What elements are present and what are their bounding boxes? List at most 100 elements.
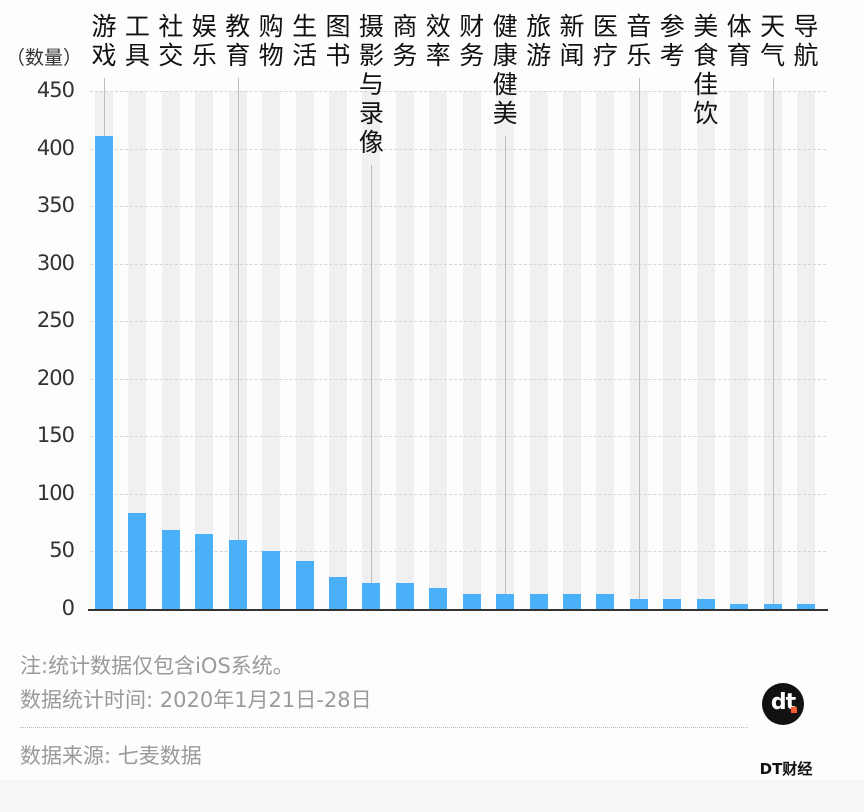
column-background: [563, 91, 582, 609]
column-background: [797, 91, 816, 609]
y-tick-label: 50: [49, 538, 75, 563]
gridline: [90, 148, 826, 150]
logo-mark: dt: [770, 690, 796, 715]
x-axis-baseline: [88, 609, 828, 611]
logo-accent-dot: [791, 707, 797, 713]
bar-商务: [395, 582, 414, 609]
column-background: [295, 91, 314, 609]
category-label: 参考: [659, 12, 685, 70]
y-tick-label: 350: [36, 193, 75, 218]
bar-工具: [128, 513, 147, 609]
y-tick-label: 0: [61, 596, 75, 620]
bar-天气: [763, 604, 782, 609]
bar-美食佳饮: [696, 598, 715, 609]
logo-name: DT财经: [759, 760, 813, 778]
category-label: 图书: [325, 12, 351, 70]
bar-新闻: [563, 594, 582, 609]
column-background: [462, 91, 481, 609]
column-background: [329, 91, 347, 609]
category-label: 商务: [392, 12, 418, 70]
bar-参考: [663, 598, 682, 609]
category-label: 财务: [459, 12, 485, 70]
bar-音乐: [629, 598, 648, 609]
category-label: 效率: [425, 12, 451, 70]
category-label: 体育: [726, 12, 752, 70]
bar-社交: [161, 529, 180, 609]
gridline: [90, 91, 826, 92]
category-label: 工具: [124, 12, 150, 70]
y-axis-unit-label: （数量）: [6, 47, 83, 69]
column-background: [395, 91, 414, 609]
label-leader-line: [773, 78, 774, 605]
footer-period: 数据统计时间: 2020年1月21日-28日: [20, 688, 372, 712]
bar-财务: [462, 594, 481, 609]
category-label: 健康健美: [492, 12, 518, 128]
category-label: 新闻: [559, 12, 585, 70]
bar-导航: [797, 604, 816, 609]
category-label: 天气: [760, 12, 786, 70]
bar-图书: [329, 576, 347, 609]
gridline: [90, 321, 826, 323]
column-background: [663, 91, 682, 609]
column-background: [161, 91, 180, 609]
category-label: 游戏: [91, 12, 117, 70]
footer-divider: [20, 727, 748, 728]
category-label: 医疗: [592, 12, 618, 70]
column-background: [629, 91, 648, 609]
bar-chart: （数量） 0 50 100 150 200 250 300 350 400 450 游戏工具社交娱乐教…: [6, 12, 828, 620]
y-tick-label: 450: [36, 78, 75, 102]
column-background: [730, 91, 749, 609]
gridline: [90, 206, 826, 208]
column-background: [262, 91, 281, 609]
bar-健康健美: [496, 594, 515, 609]
label-leader-line: [104, 78, 105, 136]
dt-logo-icon: dt: [762, 683, 804, 725]
bar-摄影与录像: [362, 582, 381, 609]
bottom-band: [0, 780, 864, 812]
category-label: 摄影与录像: [358, 12, 384, 157]
y-tick-label: 400: [36, 135, 75, 160]
column-background: [763, 91, 782, 609]
column-background: [596, 91, 615, 609]
gridline: [90, 493, 826, 495]
bar-旅游: [529, 594, 548, 609]
gridline: [90, 436, 826, 438]
category-label: 美食佳饮: [693, 12, 719, 128]
category-label: 社交: [158, 12, 184, 70]
bar-购物: [262, 551, 281, 609]
bar-教育: [228, 539, 247, 609]
column-background: [529, 91, 548, 609]
category-label: 生活: [292, 12, 318, 70]
label-leader-line: [371, 165, 372, 583]
category-label: 音乐: [626, 12, 652, 70]
y-tick-label: 250: [36, 308, 75, 333]
category-label: 旅游: [526, 12, 552, 70]
label-leader-line: [639, 78, 640, 599]
label-leader-line: [505, 136, 506, 595]
bar-效率: [429, 588, 448, 609]
bar-医疗: [596, 594, 615, 609]
y-tick-label: 100: [36, 480, 75, 505]
bar-游戏: [95, 135, 113, 609]
gridline: [90, 378, 826, 380]
column-background: [128, 91, 147, 609]
bar-娱乐: [195, 534, 214, 609]
footer-note: 注:统计数据仅包含iOS系统。: [20, 654, 294, 678]
category-label: 购物: [258, 12, 284, 70]
column-background: [429, 91, 448, 609]
y-tick-label: 150: [36, 423, 75, 448]
category-label: 导航: [793, 12, 819, 70]
column-background: [195, 91, 214, 609]
category-label: 教育: [225, 12, 251, 70]
bar-体育: [730, 604, 749, 609]
bar-生活: [295, 560, 314, 609]
footer-source: 数据来源: 七麦数据: [20, 744, 202, 768]
label-leader-line: [238, 78, 239, 540]
category-label: 娱乐: [191, 12, 217, 70]
gridline: [90, 263, 826, 265]
gridline: [90, 551, 826, 553]
column-background: [228, 91, 247, 609]
y-tick-label: 300: [36, 250, 75, 275]
column-background: [696, 91, 715, 609]
y-tick-label: 200: [36, 365, 75, 390]
